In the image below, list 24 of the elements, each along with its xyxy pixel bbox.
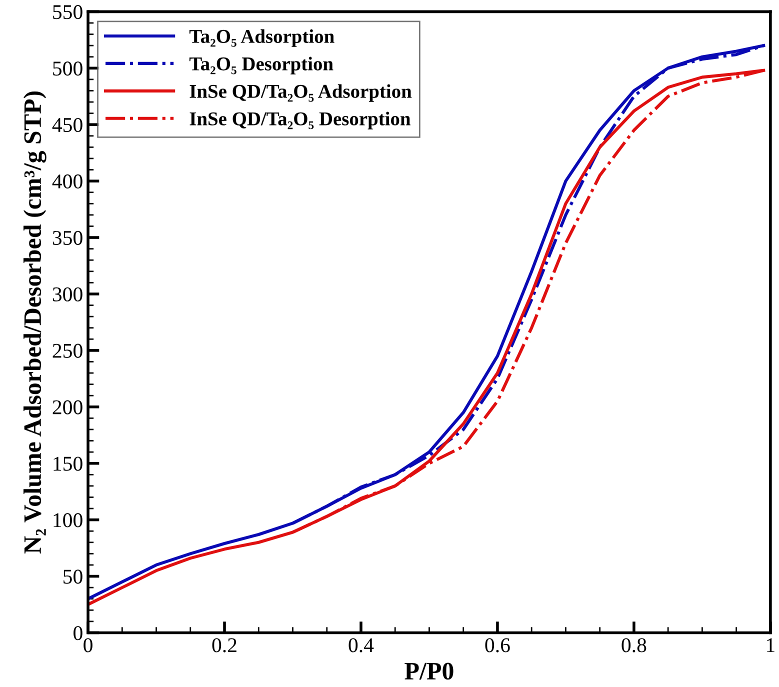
y-tick-label: 350	[52, 230, 82, 245]
y-tick-label: 400	[52, 174, 82, 188]
x-axis-title: P/P0	[404, 662, 454, 680]
legend-label: InSe QD/Ta₂O₅ Adsorption	[190, 84, 412, 102]
y-tick-label: 100	[54, 513, 82, 528]
y-tick-label: 550	[53, 5, 82, 20]
x-tick-label: 0	[84, 638, 92, 652]
y-tick-label: 50	[64, 570, 82, 584]
y-tick-label: 0	[74, 626, 82, 640]
y-tick-label: 300	[52, 287, 82, 302]
y-tick-label: 500	[53, 62, 82, 76]
y-tick-label: 250	[52, 344, 82, 358]
legend-label: InSe QD/Ta₂O₅ Desorption	[190, 112, 410, 130]
x-tick-label: 0.4	[348, 638, 374, 652]
x-tick-label: 0.2	[212, 638, 236, 652]
legend-label: Ta₂O₅ Adsorption	[189, 29, 334, 47]
y-tick-label: 200	[52, 400, 82, 414]
x-tick-label: 0.6	[485, 638, 510, 652]
x-tick-label: 0.8	[622, 638, 646, 652]
legend-label: Ta₂O₅ Desorption	[189, 56, 334, 74]
x-tick-label: 1	[767, 638, 774, 652]
y-axis-title: N₂ Volume Adsorbed/Desorbed (cm³/g STP)	[23, 91, 46, 554]
y-tick-label: 150	[54, 456, 82, 471]
y-tick-label: 450	[52, 118, 82, 132]
